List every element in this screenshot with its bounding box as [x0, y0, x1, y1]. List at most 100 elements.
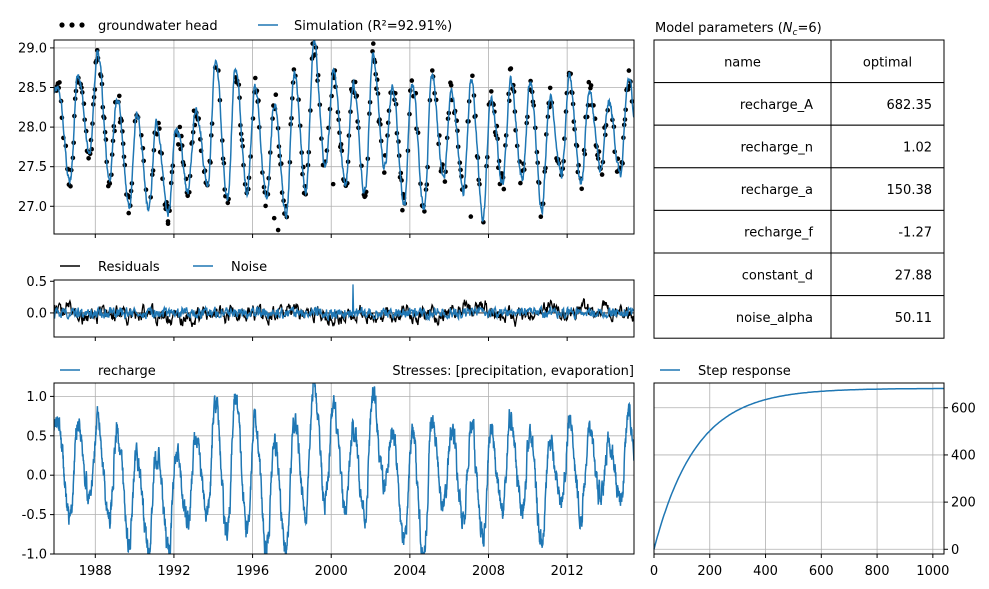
y-tick-label: 29.0	[18, 41, 47, 56]
step-y-ticks: 0 200 400 600	[944, 401, 976, 558]
observation-point	[185, 193, 190, 199]
observation-point	[165, 221, 171, 227]
residuals-series	[54, 284, 634, 328]
y-tick-label: 27.5	[18, 160, 47, 175]
observation-point	[468, 214, 474, 219]
table-cell	[830, 295, 945, 339]
legend-label-observations: groundwater head	[98, 19, 218, 34]
table-cell-optimal: 150.38	[887, 183, 933, 198]
step-legend: Step response	[660, 364, 791, 379]
x-tick-label: 2008	[472, 564, 505, 579]
table-cell-name: constant_d	[742, 268, 813, 283]
legend-label-step: Step response	[698, 364, 791, 379]
table-cell-optimal: 1.02	[903, 141, 932, 156]
table-cell	[830, 82, 945, 126]
observation-point	[86, 156, 91, 161]
observation-point	[422, 209, 427, 214]
y-tick-label: 28.0	[18, 121, 47, 136]
observation-point	[176, 142, 181, 147]
observation-point	[489, 89, 494, 94]
table-cell-name: noise_alpha	[736, 311, 813, 326]
y-tick-label: -0.5	[22, 508, 47, 523]
recharge-x-ticks: 1988 1992 1996 2000 2004 2008 2012	[79, 554, 584, 579]
observation-point	[330, 181, 336, 187]
observation-point	[626, 68, 632, 73]
x-tick-label: 200	[697, 564, 722, 579]
head-series	[54, 34, 634, 233]
residuals-x-ticks	[94, 337, 568, 341]
x-tick-label: 2012	[551, 564, 584, 579]
head-y-ticks: 27.0 27.5 28.0 28.5 29.0	[18, 41, 54, 215]
observation-point	[409, 78, 415, 83]
table-cell	[830, 124, 945, 169]
observation-point	[362, 194, 367, 200]
x-tick-label: 1992	[157, 564, 190, 579]
table-cell-optimal: -1.27	[898, 226, 932, 241]
x-tick-label: 1988	[79, 564, 112, 579]
step-response-line	[653, 387, 944, 550]
head-legend: groundwater head Simulation (R²=92.91%)	[59, 19, 452, 34]
y-tick-label: 0.0	[26, 469, 47, 484]
observation-point	[312, 34, 317, 39]
parameters-table-title: Model parameters (Nc=6)	[655, 21, 822, 38]
legend-label-simulation: Simulation (R²=92.91%)	[294, 19, 452, 34]
observation-point	[117, 93, 122, 99]
observation-point	[371, 41, 376, 46]
y-tick-label: 0.5	[26, 275, 47, 290]
observation-point	[177, 124, 183, 130]
observation-point	[442, 179, 448, 184]
observation-point	[599, 172, 605, 177]
head-panel: 27.0 27.5 28.0 28.5 29.0 groundwater head Si…	[18, 19, 635, 238]
y-tick-label: -1.0	[22, 548, 47, 563]
table-cell	[830, 39, 945, 84]
observation-point	[508, 66, 514, 71]
observation-point	[126, 210, 131, 216]
observation-point	[538, 214, 544, 219]
parameters-table-body: name optimal recharge_A 682.35 recharge_n 1.0…	[653, 39, 945, 339]
step-x-ticks: 0 200 400 600 800 1000	[650, 554, 949, 579]
step-response-panel: 0 200 400 600 0 200 400 600 800 1000 Step respon…	[650, 364, 976, 579]
step-axes-frame	[653, 382, 945, 555]
parameters-table: Model parameters (Nc=6) name optimal recha…	[653, 21, 945, 339]
observation-point	[275, 227, 281, 233]
observation-point	[253, 75, 258, 81]
observation-point	[57, 80, 62, 85]
table-cell	[830, 209, 945, 254]
recharge-y-ticks: -1.0 -0.5 0.0 0.5 1.0	[22, 390, 54, 563]
x-tick-label: 1996	[236, 564, 269, 579]
legend-marker-obs	[59, 22, 65, 28]
recharge-legend: recharge	[60, 364, 156, 379]
y-tick-label: 0	[951, 543, 959, 558]
table-cell-name: recharge_n	[740, 141, 813, 156]
recharge-series	[54, 383, 634, 554]
x-tick-label: 400	[753, 564, 778, 579]
observation-point	[400, 207, 405, 213]
observation-point	[430, 68, 435, 73]
observation-point	[547, 85, 553, 91]
x-tick-label: 1000	[916, 564, 949, 579]
observation-point	[273, 92, 279, 97]
x-tick-label: 600	[809, 564, 834, 579]
recharge-panel: -1.0 -0.5 0.0 0.5 1.0 1988 1992 1996 2000 2004 20…	[22, 364, 635, 579]
table-header-optimal: optimal	[863, 55, 912, 70]
legend-label-noise: Noise	[231, 260, 267, 275]
x-tick-label: 800	[865, 564, 890, 579]
table-cell	[653, 295, 832, 339]
observation-point	[291, 67, 297, 72]
legend-label-residuals: Residuals	[98, 260, 160, 275]
table-cell	[653, 167, 832, 211]
table-cell-optimal: 27.88	[895, 268, 932, 283]
legend-marker-obs	[79, 22, 85, 28]
table-cell	[653, 39, 832, 84]
observation-point	[263, 203, 268, 209]
table-cell-name: recharge_f	[744, 226, 813, 241]
table-cell-name: recharge_A	[740, 98, 813, 113]
observation-point	[588, 83, 594, 88]
observation-point	[107, 181, 113, 186]
table-cell-optimal: 682.35	[887, 98, 933, 113]
table-cell-optimal: 50.11	[895, 311, 932, 326]
simulation-line	[54, 40, 634, 223]
table-header-name: name	[724, 55, 761, 70]
observation-point	[518, 180, 523, 186]
